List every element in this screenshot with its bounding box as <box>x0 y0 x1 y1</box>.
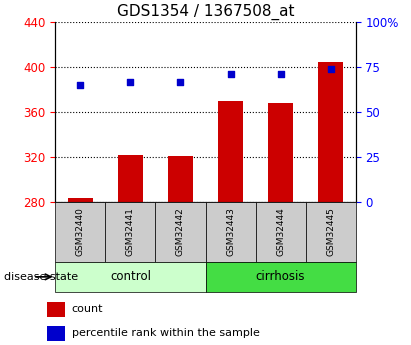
Bar <box>47 302 65 317</box>
Bar <box>55 262 206 292</box>
Text: cirrhosis: cirrhosis <box>256 270 305 283</box>
Text: GSM32440: GSM32440 <box>76 208 85 256</box>
Text: GSM32442: GSM32442 <box>176 208 185 256</box>
Bar <box>47 326 65 341</box>
Point <box>327 66 334 72</box>
Point <box>177 79 184 85</box>
Bar <box>55 202 106 262</box>
Bar <box>168 156 193 202</box>
Text: GSM32445: GSM32445 <box>326 208 335 256</box>
Text: GSM32441: GSM32441 <box>126 208 135 256</box>
Point <box>277 72 284 77</box>
Text: GSM32444: GSM32444 <box>276 208 285 256</box>
Point <box>77 82 84 88</box>
Bar <box>118 155 143 202</box>
Text: count: count <box>72 304 103 314</box>
Bar <box>206 262 356 292</box>
Text: control: control <box>110 270 151 283</box>
Bar <box>155 202 206 262</box>
Text: percentile rank within the sample: percentile rank within the sample <box>72 328 260 338</box>
Bar <box>218 101 243 202</box>
Bar <box>68 198 93 202</box>
Text: GSM32443: GSM32443 <box>226 208 235 256</box>
Bar <box>305 202 356 262</box>
Point <box>227 72 234 77</box>
Bar <box>318 62 343 202</box>
Point <box>127 79 134 85</box>
Title: GDS1354 / 1367508_at: GDS1354 / 1367508_at <box>117 3 294 20</box>
Bar <box>268 103 293 202</box>
Bar <box>206 202 256 262</box>
Bar <box>106 202 155 262</box>
Bar <box>256 202 305 262</box>
Text: disease state: disease state <box>4 272 78 282</box>
